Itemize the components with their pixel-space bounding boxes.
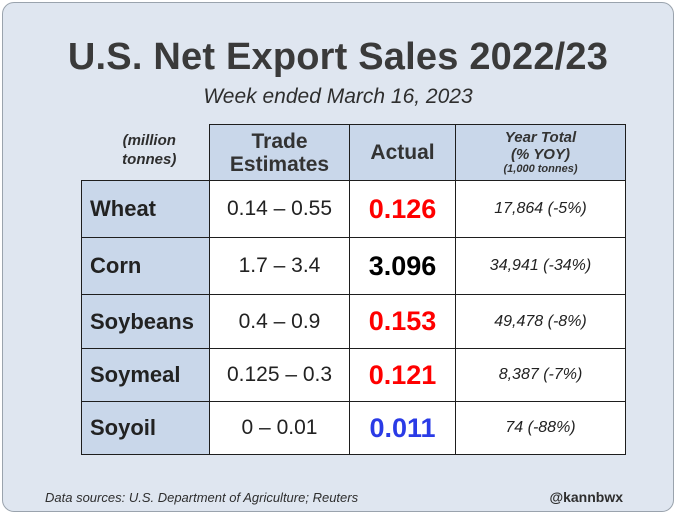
table-row: Soyoil 0 – 0.01 0.011 74 (-88%) xyxy=(81,401,626,455)
table-row: Wheat 0.14 – 0.55 0.126 17,864 (-5%) xyxy=(81,180,626,238)
trade-estimate-cell: 0.14 – 0.55 xyxy=(209,180,350,238)
header-trade-line2: Estimates xyxy=(229,152,330,176)
header-year-line1: Year Total xyxy=(504,129,577,146)
unit-label: (million tonnes) xyxy=(82,125,210,181)
commodity-cell: Soybeans xyxy=(81,294,210,349)
table-row: Soybeans 0.4 – 0.9 0.153 49,478 (-8%) xyxy=(81,294,626,349)
trade-estimate-cell: 0.4 – 0.9 xyxy=(209,294,350,349)
year-total-cell: 8,387 (-7%) xyxy=(455,348,626,402)
header-trade-estimates: Trade Estimates xyxy=(209,124,350,181)
commodity-cell: Soyoil xyxy=(81,401,210,455)
trade-estimate-cell: 0.125 – 0.3 xyxy=(209,348,350,402)
table-row: Corn 1.7 – 3.4 3.096 34,941 (-34%) xyxy=(81,237,626,295)
export-sales-card: U.S. Net Export Sales 2022/23 Week ended… xyxy=(2,2,674,512)
year-total-cell: 17,864 (-5%) xyxy=(455,180,626,238)
header-actual: Actual xyxy=(349,124,456,181)
year-total-cell: 34,941 (-34%) xyxy=(455,237,626,295)
page-subtitle: Week ended March 16, 2023 xyxy=(203,85,473,108)
year-total-cell: 74 (-88%) xyxy=(455,401,626,455)
commodity-cell: Soymeal xyxy=(81,348,210,402)
actual-value-cell: 0.011 xyxy=(349,401,456,455)
commodity-cell: Corn xyxy=(81,237,210,295)
actual-value-cell: 0.121 xyxy=(349,348,456,402)
actual-value-cell: 3.096 xyxy=(349,237,456,295)
actual-value-cell: 0.153 xyxy=(349,294,456,349)
commodity-cell: Wheat xyxy=(81,180,210,238)
page-title: U.S. Net Export Sales 2022/23 xyxy=(67,36,609,78)
author-handle: @kannbwx xyxy=(549,489,623,505)
header-year-total: Year Total (% YOY) (1,000 tonnes) xyxy=(455,124,626,181)
header-trade-line1: Trade xyxy=(251,129,308,153)
data-sources-note: Data sources: U.S. Department of Agricul… xyxy=(45,490,359,505)
export-sales-table: (million tonnes) Trade Estimates Actual … xyxy=(81,124,626,455)
year-total-cell: 49,478 (-8%) xyxy=(455,294,626,349)
table-row: Soymeal 0.125 – 0.3 0.121 8,387 (-7%) xyxy=(81,348,626,402)
unit-label-line1: (million xyxy=(122,132,176,150)
header-year-line2: (% YOY) xyxy=(511,146,570,163)
trade-estimate-cell: 1.7 – 3.4 xyxy=(209,237,350,295)
actual-value-cell: 0.126 xyxy=(349,180,456,238)
trade-estimate-cell: 0 – 0.01 xyxy=(209,401,350,455)
table-header-row: (million tonnes) Trade Estimates Actual … xyxy=(82,124,626,181)
header-year-line3: (1,000 tonnes) xyxy=(503,163,578,175)
unit-label-line2: tonnes) xyxy=(122,151,177,169)
